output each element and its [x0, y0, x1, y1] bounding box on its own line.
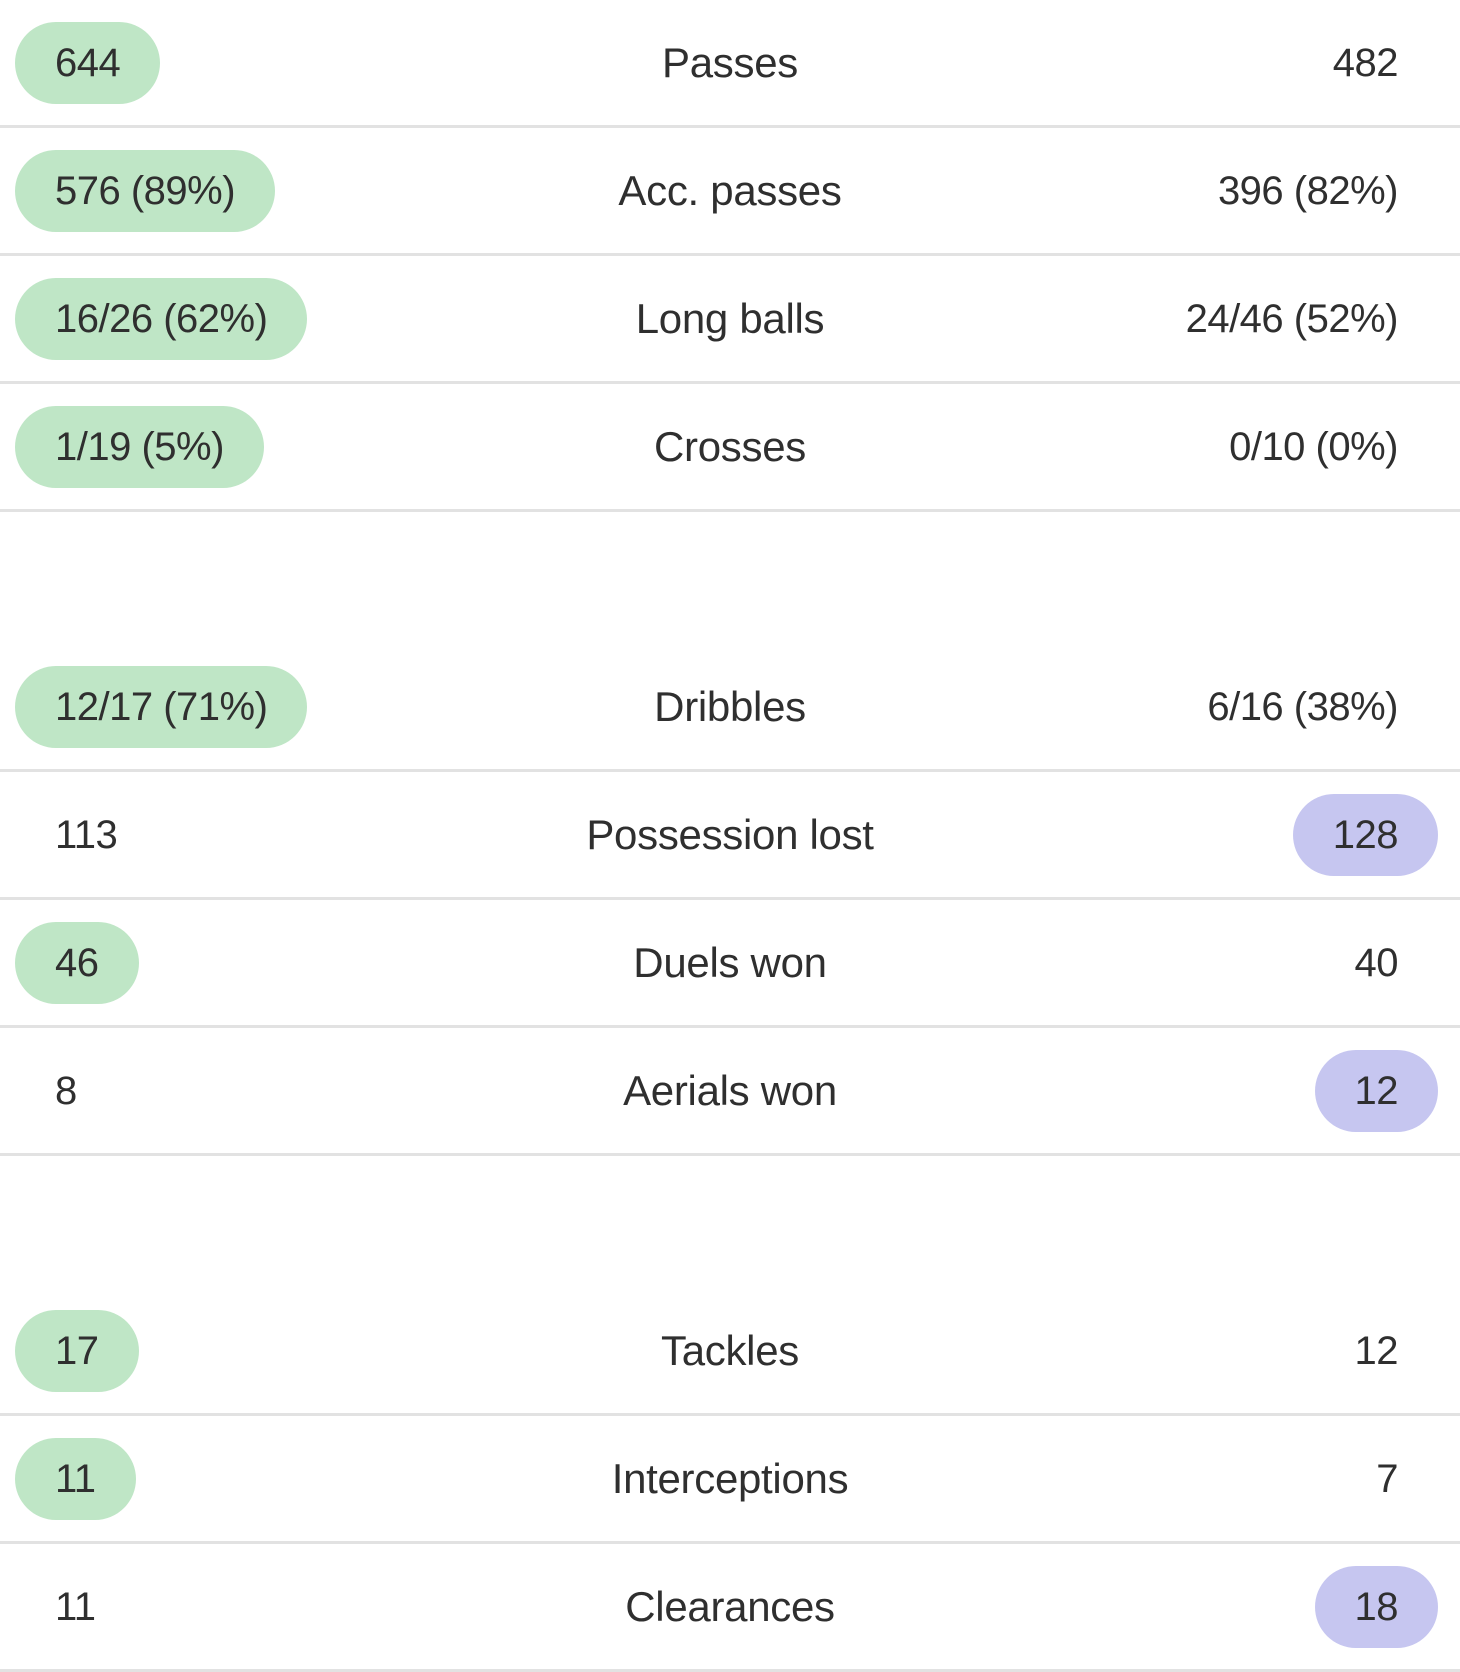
home-value: 644 — [15, 21, 161, 104]
stat-row-long-balls: 16/26 (62%) Long balls 24/46 (52%) — [0, 256, 1460, 384]
away-value: 18 — [1314, 1565, 1438, 1648]
stat-label: Passes — [662, 38, 798, 86]
away-value: 128 — [1292, 793, 1438, 876]
home-value: 11 — [15, 1437, 136, 1520]
stat-row-aerials-won: 8 Aerials won 12 — [0, 1028, 1460, 1156]
home-value: 12/17 (71%) — [15, 665, 308, 748]
stat-label: Aerials won — [623, 1066, 837, 1114]
home-value: 1/19 (5%) — [15, 405, 264, 488]
stat-row-interceptions: 11 Interceptions 7 — [0, 1416, 1460, 1544]
home-value: 11 — [55, 1584, 96, 1629]
stat-label: Duels won — [633, 938, 827, 986]
group-spacer — [0, 512, 1460, 644]
group-spacer — [0, 1156, 1460, 1288]
away-value: 40 — [1354, 940, 1399, 985]
stats-group-defending: 17 Tackles 12 11 Interceptions 7 11 Clea… — [0, 1288, 1460, 1672]
away-value: 7 — [1376, 1456, 1398, 1501]
stat-row-acc-passes: 576 (89%) Acc. passes 396 (82%) — [0, 128, 1460, 256]
home-value: 8 — [55, 1068, 77, 1113]
stat-row-tackles: 17 Tackles 12 — [0, 1288, 1460, 1416]
away-value: 482 — [1332, 40, 1399, 85]
away-value: 6/16 (38%) — [1207, 684, 1398, 729]
stats-group-duels: 12/17 (71%) Dribbles 6/16 (38%) 113 Poss… — [0, 644, 1460, 1156]
away-value: 12 — [1354, 1328, 1399, 1373]
stat-label: Long balls — [635, 294, 825, 342]
stat-label: Possession lost — [586, 810, 874, 858]
stat-row-passes: 644 Passes 482 — [0, 0, 1460, 128]
stat-row-dribbles: 12/17 (71%) Dribbles 6/16 (38%) — [0, 644, 1460, 772]
stat-label: Interceptions — [611, 1454, 849, 1502]
stat-label: Crosses — [654, 422, 806, 470]
stat-row-duels-won: 46 Duels won 40 — [0, 900, 1460, 1028]
home-value: 17 — [15, 1309, 139, 1392]
stat-label: Tackles — [661, 1326, 799, 1374]
home-value: 113 — [55, 812, 118, 857]
away-value: 0/10 (0%) — [1229, 424, 1398, 469]
stat-row-clearances: 11 Clearances 18 — [0, 1544, 1460, 1672]
home-value: 16/26 (62%) — [15, 277, 308, 360]
stat-label: Acc. passes — [618, 166, 842, 214]
stat-label: Dribbles — [654, 682, 806, 730]
stats-group-passing: 644 Passes 482 576 (89%) Acc. passes 396… — [0, 0, 1460, 512]
home-value: 46 — [15, 921, 139, 1004]
away-value: 396 (82%) — [1217, 168, 1399, 213]
stat-label: Clearances — [625, 1582, 835, 1630]
home-value: 576 (89%) — [15, 149, 276, 232]
stat-row-crosses: 1/19 (5%) Crosses 0/10 (0%) — [0, 384, 1460, 512]
away-value: 24/46 (52%) — [1185, 296, 1399, 341]
stat-row-possession-lost: 113 Possession lost 128 — [0, 772, 1460, 900]
away-value: 12 — [1314, 1049, 1438, 1132]
